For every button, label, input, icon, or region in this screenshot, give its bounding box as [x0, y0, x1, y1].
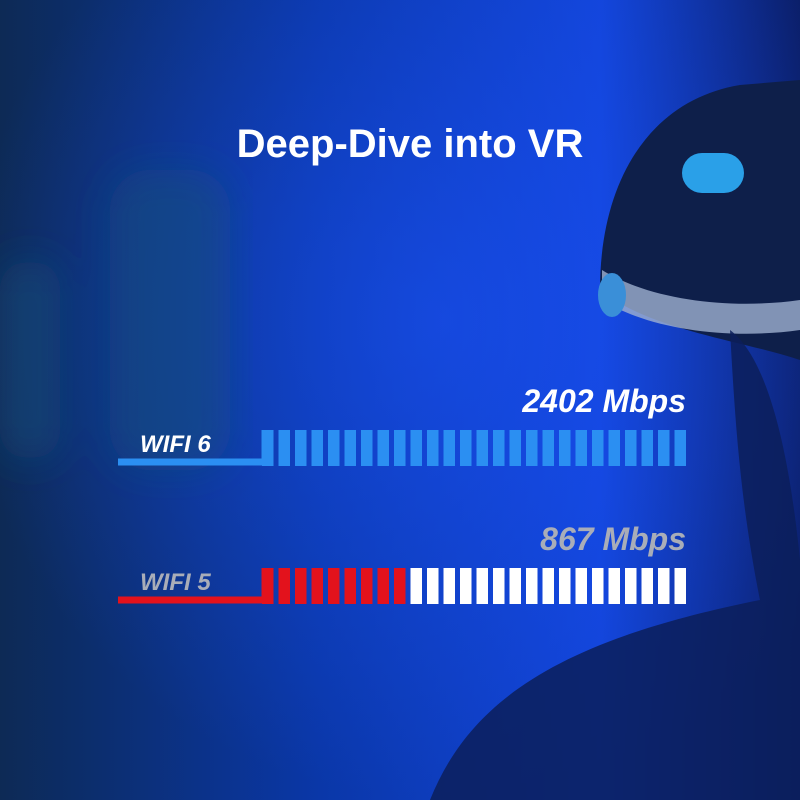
bar-segment [476, 568, 488, 604]
bar [262, 430, 686, 466]
bar-segment [427, 430, 439, 466]
value-label: 867 Mbps [540, 521, 686, 557]
bar-segment [509, 430, 521, 466]
bar-segment [575, 568, 587, 604]
bar-segment [625, 568, 637, 604]
bar-segment [262, 568, 274, 604]
bar-segment [344, 430, 356, 466]
category-label: WIFI 5 [140, 569, 211, 596]
bar-segment [311, 430, 323, 466]
bar-segment [328, 430, 340, 466]
bar-segment [344, 568, 356, 604]
bar-segment [295, 430, 307, 466]
bar-segment [295, 568, 307, 604]
bar-segment [262, 430, 274, 466]
category-label: WIFI 6 [140, 431, 211, 458]
bar-segment [460, 430, 472, 466]
bar-segment [641, 568, 653, 604]
bar-segment [394, 430, 406, 466]
bar-segment [410, 430, 422, 466]
bar-segment [658, 568, 670, 604]
bar-segment [278, 568, 290, 604]
bar-segment [559, 568, 571, 604]
bar-segment [658, 430, 670, 466]
bar-segment [542, 430, 554, 466]
bar-segment [443, 568, 455, 604]
bar-segment [592, 430, 604, 466]
bar-segment [410, 568, 422, 604]
bar-segment [625, 430, 637, 466]
bar-segment [575, 430, 587, 466]
bar-segment [394, 568, 406, 604]
bar-segment [328, 568, 340, 604]
bar-segment [542, 568, 554, 604]
bar-segment [427, 568, 439, 604]
bar-segment [641, 430, 653, 466]
bar-segment [443, 430, 455, 466]
chart-title: Deep-Dive into VR [237, 122, 584, 166]
bar-segment [377, 568, 389, 604]
bar-segment [592, 568, 604, 604]
bar-segment [608, 430, 620, 466]
bar-segment [311, 568, 323, 604]
bar-segment [526, 568, 538, 604]
vr-headset [430, 80, 800, 800]
bar-segment [608, 568, 620, 604]
bar-segment [674, 430, 686, 466]
bar-segment [476, 430, 488, 466]
value-label: 2402 Mbps [521, 383, 686, 419]
bar-segment [460, 568, 472, 604]
background-blur-shapes [0, 170, 230, 470]
bar-segment [493, 430, 505, 466]
bar-segment [493, 568, 505, 604]
bar-segment [526, 430, 538, 466]
bar [262, 568, 686, 604]
bar-segment [674, 568, 686, 604]
bar-segment [361, 430, 373, 466]
bar-segment [509, 568, 521, 604]
bar-segment [278, 430, 290, 466]
bar-segment [377, 430, 389, 466]
bar-segment [559, 430, 571, 466]
bar-segment [361, 568, 373, 604]
